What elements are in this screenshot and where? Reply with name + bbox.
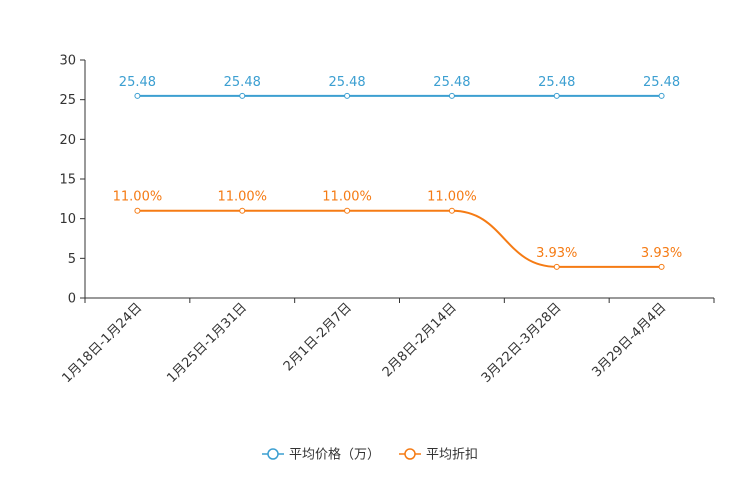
data-label: 11.00% xyxy=(427,190,477,205)
series-line xyxy=(137,209,662,268)
data-point xyxy=(658,263,665,270)
data-point xyxy=(239,92,246,99)
data-point xyxy=(239,207,246,214)
data-label: 25.48 xyxy=(224,75,261,90)
y-tick-label: 25 xyxy=(59,93,76,108)
data-point xyxy=(344,207,351,214)
data-label: 25.48 xyxy=(328,75,365,90)
data-label: 11.00% xyxy=(217,190,267,205)
data-label: 25.48 xyxy=(643,75,680,90)
y-tick-label: 5 xyxy=(68,252,76,267)
legend-marker xyxy=(267,448,279,460)
data-point xyxy=(134,92,141,99)
axes: 0 5 10 15 20 25 30 1月18日-1月24日 1月25日-1月31日 2月1日-2… xyxy=(59,54,715,386)
data-point xyxy=(344,92,351,99)
data-label: 25.48 xyxy=(119,75,156,90)
data-label: 11.00% xyxy=(113,190,163,205)
y-tick-label: 15 xyxy=(59,173,76,188)
legend-label: 平均价格（万） xyxy=(289,447,380,463)
series-1: 11.00% 11.00% 11.00% 11.00% 3.93% 3.93% xyxy=(113,190,682,270)
legend-marker xyxy=(404,448,416,460)
y-tick-label: 30 xyxy=(59,54,76,69)
x-tick-label: 1月18日-1月24日 xyxy=(59,300,145,386)
data-label: 25.48 xyxy=(538,75,575,90)
y-tick-label: 0 xyxy=(68,292,76,307)
data-point xyxy=(448,92,455,99)
legend: 平均价格（万） 平均折扣 xyxy=(262,447,478,463)
data-point xyxy=(448,207,455,214)
data-point xyxy=(658,92,665,99)
x-tick-label: 3月29日-4月4日 xyxy=(589,300,669,380)
legend-item-1: 平均折扣 xyxy=(399,448,478,463)
data-point xyxy=(553,263,560,270)
legend-label: 平均折扣 xyxy=(426,448,478,463)
data-label: 3.93% xyxy=(536,246,577,261)
y-tick-label: 10 xyxy=(59,212,76,227)
data-point xyxy=(553,92,560,99)
data-label: 25.48 xyxy=(433,75,470,90)
y-tick-label: 20 xyxy=(59,133,76,148)
series-0: 25.48 25.48 25.48 25.48 25.48 25.48 xyxy=(119,75,680,99)
data-label: 11.00% xyxy=(322,190,372,205)
x-tick-label: 2月8日-2月14日 xyxy=(380,300,460,380)
x-tick-label: 2月1日-2月7日 xyxy=(281,300,355,374)
x-tick-label: 1月25日-1月31日 xyxy=(164,300,250,386)
x-tick-label: 3月22日-3月28日 xyxy=(479,300,565,386)
data-point xyxy=(134,207,141,214)
data-label: 3.93% xyxy=(641,246,682,261)
legend-item-0: 平均价格（万） xyxy=(262,447,380,463)
